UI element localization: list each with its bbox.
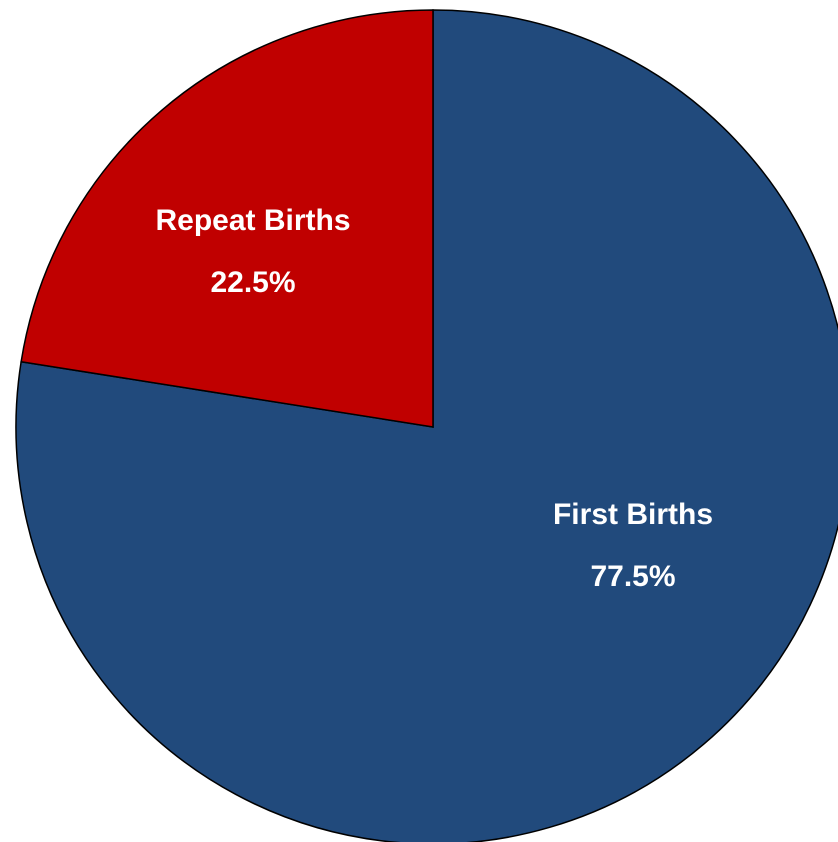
- slice-category-label: Repeat Births: [155, 204, 350, 237]
- slice-value-label: 22.5%: [210, 266, 295, 299]
- pie-slice: [20, 9, 434, 428]
- pie-slice: [15, 9, 838, 842]
- slice-category-label: First Births: [553, 498, 713, 531]
- slice-value-label: 77.5%: [590, 560, 675, 593]
